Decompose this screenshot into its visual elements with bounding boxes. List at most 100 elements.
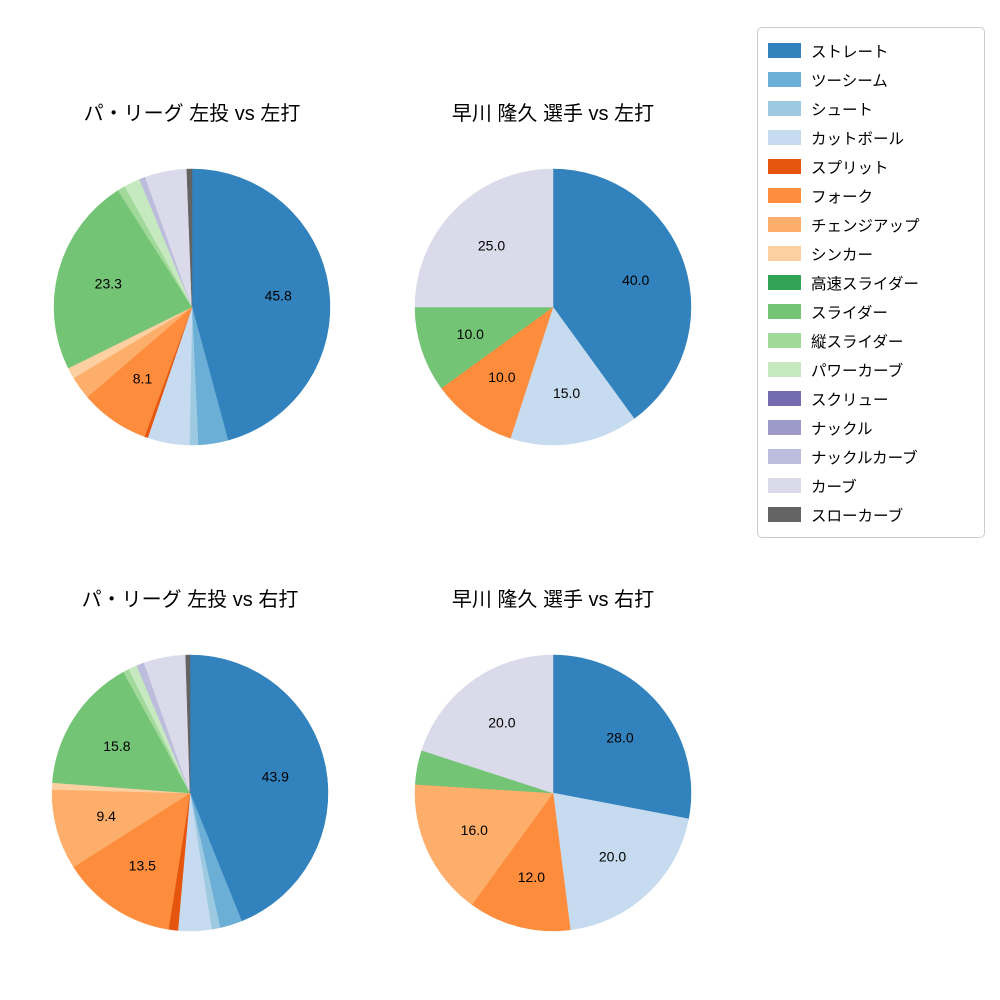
pie-slice-ストレート: [552, 654, 692, 820]
legend-item-ストレート: ストレート: [768, 36, 974, 65]
legend-label: 高速スライダー: [811, 275, 919, 293]
legend-item-スクリュー: スクリュー: [768, 384, 974, 413]
legend-label: シュート: [811, 101, 874, 119]
pie-slice-フォーク: [441, 306, 554, 439]
legend-item-カーブ: カーブ: [768, 471, 974, 500]
slice-label: 10.0: [488, 369, 515, 385]
legend-item-シュート: シュート: [768, 94, 974, 123]
pie-slice-ストレート: [552, 168, 692, 419]
legend-label: ナックル: [811, 420, 873, 438]
legend-swatch: [768, 159, 801, 174]
legend-label: フォーク: [811, 188, 874, 206]
legend-swatch: [768, 420, 801, 435]
legend-label: ツーシーム: [811, 72, 888, 90]
legend-item-フォーク: フォーク: [768, 181, 974, 210]
pie-slice-スライダー: [53, 190, 193, 369]
slice-label: 15.0: [553, 385, 580, 401]
legend-swatch: [768, 188, 801, 203]
slice-label: 20.0: [488, 715, 515, 731]
legend-swatch: [768, 449, 801, 464]
chart-league-vs-rhb: パ・リーグ 左投 vs 右打 43.9 13.5 9.4 15.8: [45, 586, 335, 938]
pie-slice-フォーク: [73, 792, 191, 930]
chart-title-league-vs-rhb: パ・リーグ 左投 vs 右打: [81, 589, 299, 611]
legend-item-スローカーブ: スローカーブ: [768, 500, 974, 529]
slice-label: 23.3: [95, 275, 122, 291]
slice-label: 10.0: [457, 326, 484, 342]
legend-swatch: [768, 246, 801, 261]
legend-item-ナックルカーブ: ナックルカーブ: [768, 442, 974, 471]
legend-swatch: [768, 275, 801, 290]
legend-label: スプリット: [811, 159, 889, 177]
slice-label: 43.9: [262, 768, 289, 784]
chart-title-player-vs-rhb: 早川 隆久 選手 vs 右打: [451, 589, 655, 611]
chart-title-league-vs-lhb: パ・リーグ 左投 vs 左打: [83, 103, 301, 125]
legend-label: パワーカーブ: [811, 362, 904, 380]
legend-label: スクリュー: [811, 391, 889, 409]
pie-slice-フォーク: [471, 792, 571, 932]
slice-label: 28.0: [606, 730, 633, 746]
pie-player-vs-rhb: 28.0 20.0 12.0 16.0 20.0: [414, 654, 692, 932]
pie-slice-カットボール: [510, 306, 635, 446]
slice-label: 12.0: [518, 869, 545, 885]
pie-slice-スローカーブ: [185, 654, 191, 794]
legend-swatch: [768, 43, 801, 58]
legend-label: チェンジアップ: [811, 217, 920, 235]
legend-item-ツーシーム: ツーシーム: [768, 65, 974, 94]
legend-item-カットボール: カットボール: [768, 123, 974, 152]
chart-title-player-vs-lhb: 早川 隆久 選手 vs 左打: [451, 103, 655, 125]
slice-label: 20.0: [599, 848, 626, 864]
pie-slice-カットボール: [552, 792, 689, 931]
slice-label: 15.8: [103, 738, 130, 754]
legend-item-チェンジアップ: チェンジアップ: [768, 210, 974, 239]
chart-league-vs-lhb: パ・リーグ 左投 vs 左打 45.8 8.1 23.3: [47, 100, 337, 452]
legend-label: スライダー: [811, 304, 888, 322]
pie-slice-カーブ: [421, 654, 554, 794]
chart-player-vs-lhb: 早川 隆久 選手 vs 左打 40.0 15.0 10.0 10.0 25.0: [408, 100, 698, 452]
legend-item-高速スライダー: 高速スライダー: [768, 268, 974, 297]
pie-player-vs-lhb: 40.0 15.0 10.0 10.0 25.0: [414, 168, 692, 446]
legend-swatch: [768, 478, 801, 493]
legend-label: ストレート: [811, 43, 889, 61]
legend-label: ナックルカーブ: [811, 449, 918, 467]
slice-label: 16.0: [461, 822, 488, 838]
legend-item-パワーカーブ: パワーカーブ: [768, 355, 974, 384]
pie-slice-ストレート: [191, 168, 331, 441]
chart-player-vs-rhb: 早川 隆久 選手 vs 右打 28.0 20.0 12.0 16.0 20.0: [408, 586, 698, 938]
legend-swatch: [768, 72, 801, 87]
slice-label: 9.4: [96, 808, 116, 824]
legend-swatch: [768, 362, 801, 377]
legend-swatch: [768, 130, 801, 145]
pie-slice-スライダー: [414, 306, 554, 389]
legend-swatch: [768, 507, 801, 522]
legend-item-シンカー: シンカー: [768, 239, 974, 268]
legend-swatch: [768, 391, 801, 406]
pie-slice-チェンジアップ: [414, 784, 554, 905]
pie-slice-スローカーブ: [186, 168, 193, 308]
pie-slice-ストレート: [189, 654, 329, 922]
pie-league-vs-rhb: 43.9 13.5 9.4 15.8: [51, 654, 329, 932]
legend-item-ナックル: ナックル: [768, 413, 974, 442]
legend-swatch: [768, 304, 801, 319]
slice-label: 25.0: [478, 237, 505, 253]
legend-swatch: [768, 217, 801, 232]
legend-label: スローカーブ: [811, 507, 904, 525]
legend-label: シンカー: [811, 246, 874, 264]
slice-label: 13.5: [129, 858, 156, 874]
legend-item-スプリット: スプリット: [768, 152, 974, 181]
legend-item-スライダー: スライダー: [768, 297, 974, 326]
pie-slice-カーブ: [414, 168, 554, 308]
legend-item-縦スライダー: 縦スライダー: [768, 326, 974, 355]
legend-label: カットボール: [811, 130, 905, 148]
legend-label: カーブ: [811, 478, 857, 496]
pie-slice-チェンジアップ: [51, 789, 191, 868]
legend: ストレートツーシームシュートカットボール スプリットフォークチェンジアップ シンカー…: [757, 27, 985, 538]
legend-swatch: [768, 333, 801, 348]
slice-label: 45.8: [265, 288, 292, 304]
legend-swatch: [768, 101, 801, 116]
pie-slice-スライダー: [52, 671, 191, 794]
pie-league-vs-lhb: 45.8 8.1 23.3: [53, 168, 331, 446]
legend-label: 縦スライダー: [811, 333, 904, 351]
slice-label: 40.0: [622, 272, 649, 288]
slice-label: 8.1: [133, 370, 153, 386]
